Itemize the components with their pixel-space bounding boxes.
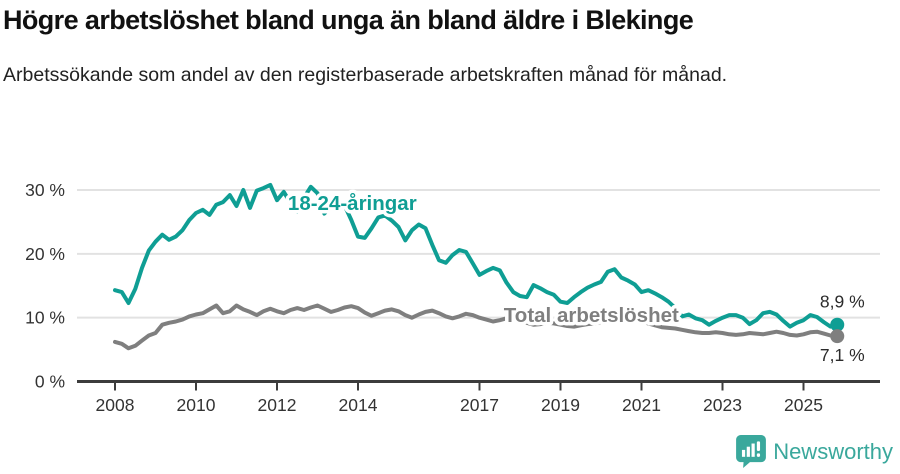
x-tick-label: 2010	[177, 395, 216, 415]
x-tick-label: 2014	[339, 395, 378, 415]
newsworthy-logo: Newsworthy	[736, 435, 893, 468]
end-value-label-0: 8,9 %	[820, 292, 865, 312]
x-tick-label: 2017	[460, 395, 499, 415]
series-label-1: Total arbetslöshet	[504, 304, 679, 327]
y-tick-label: 0 %	[35, 372, 65, 392]
y-tick-label: 30 %	[25, 180, 65, 200]
y-tick-label: 10 %	[25, 308, 65, 328]
x-tick-label: 2023	[703, 395, 742, 415]
x-tick-label: 2019	[541, 395, 580, 415]
page-title: Högre arbetslöshet bland unga än bland ä…	[3, 5, 694, 35]
end-dot-0	[830, 317, 845, 332]
y-tick-label: 20 %	[25, 244, 65, 264]
series-line-0	[113, 182, 840, 329]
series-label-0: 18-24-åringar	[288, 192, 417, 215]
x-tick-label: 2021	[622, 395, 661, 415]
series-line-1	[113, 303, 840, 351]
newsworthy-bubble-chart-icon	[736, 435, 767, 468]
end-value-label-1: 7,1 %	[820, 345, 865, 365]
end-dot-1	[830, 329, 845, 344]
x-tick-label: 2012	[258, 395, 297, 415]
newsworthy-wordmark: Newsworthy	[773, 438, 893, 464]
x-tick-label: 2025	[784, 395, 823, 415]
x-tick-label: 2008	[96, 395, 135, 415]
chart-subtitle: Arbetssökande som andel av den registerb…	[3, 64, 728, 86]
